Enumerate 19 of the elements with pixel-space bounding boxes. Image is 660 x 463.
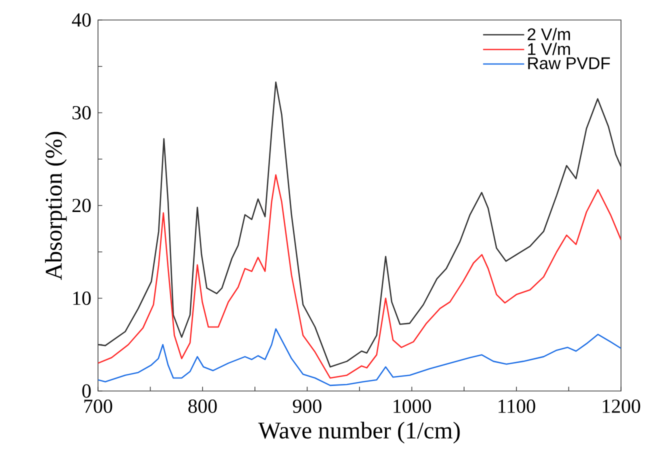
x-tick-label: 900 xyxy=(292,400,322,413)
line-series xyxy=(98,81,622,368)
x-axis-title: Wave number (1/cm) xyxy=(258,422,460,444)
line-series xyxy=(98,328,622,386)
legend-label: Raw PVDF xyxy=(528,57,610,70)
y-tick-label: 0 xyxy=(82,384,91,398)
line-series xyxy=(98,174,622,379)
legend-label: 1 V/m xyxy=(528,42,570,56)
y-tick-label: 30 xyxy=(72,106,91,120)
y-tick-label: 40 xyxy=(72,13,91,27)
x-tick-label: 1000 xyxy=(394,400,431,413)
y-tick-label: 20 xyxy=(72,198,91,212)
x-tick-label: 700 xyxy=(84,400,112,413)
x-tick-label: 1200 xyxy=(602,400,640,413)
legend-label: 2 V/m xyxy=(528,28,570,40)
x-tick-label: 800 xyxy=(188,400,217,413)
y-tick-label: 10 xyxy=(73,292,91,305)
y-axis-title: Absorption (%) xyxy=(45,132,67,280)
x-tick-label: 1100 xyxy=(498,400,536,413)
